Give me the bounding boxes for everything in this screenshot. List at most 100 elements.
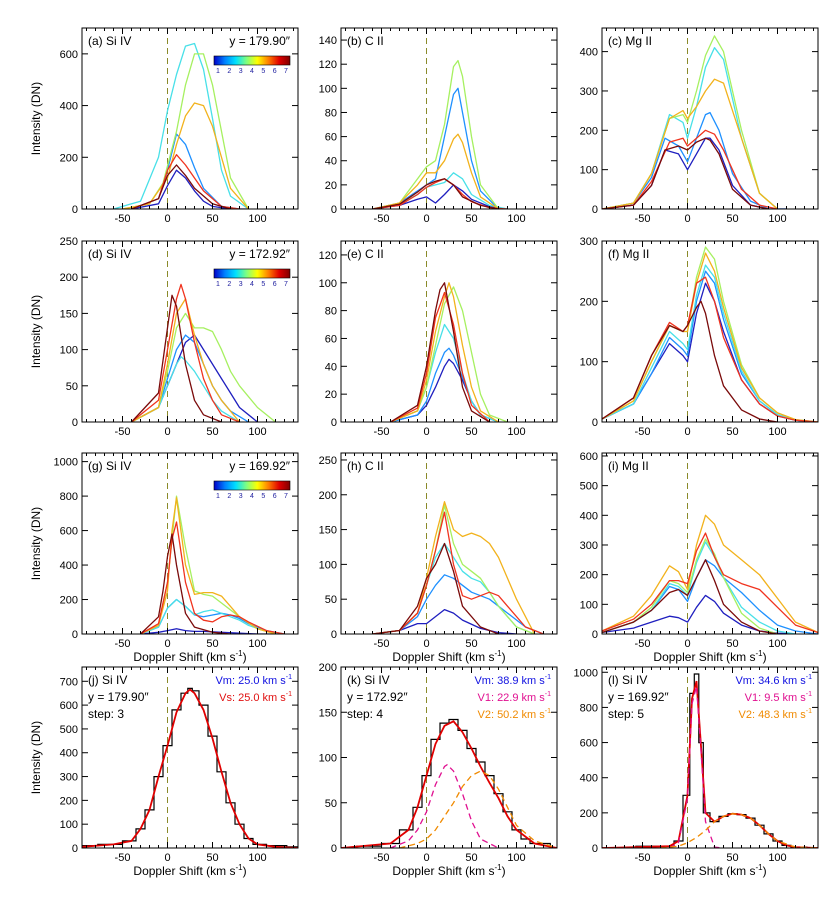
x-tick-label: -50: [115, 426, 131, 438]
colorbar-tick-label: 4: [250, 493, 254, 500]
x-tick-label: 100: [507, 638, 525, 650]
y-tick-label: 400: [60, 101, 78, 113]
series-step-5: [131, 298, 241, 422]
colorbar-tick-label: 6: [273, 281, 277, 288]
colorbar-tick-label: 3: [239, 281, 243, 288]
x-tick-label: 100: [248, 638, 266, 650]
plot-area: [372, 453, 544, 634]
plot-frame: [340, 240, 558, 423]
plot-area: [140, 453, 285, 634]
panel-title: (a) Si IV: [88, 34, 131, 48]
panel-title: (j) Si IV: [88, 673, 127, 687]
plot-frame: [81, 240, 299, 423]
colorbar-tick-label: 1: [216, 281, 220, 288]
series-step-7: [390, 282, 490, 422]
series-step-4: [602, 35, 778, 209]
fit-component-2: [399, 770, 557, 848]
series-step-3: [372, 172, 508, 209]
x-tick-label: -50: [115, 638, 131, 650]
colorbar-tick-label: 1: [216, 68, 220, 75]
colorbar-tick-label: 6: [273, 68, 277, 75]
plot-area: [602, 241, 818, 422]
y-tick-label: 100: [319, 278, 337, 290]
y-tick-label: 150: [60, 308, 78, 320]
y-tick-label: 100: [319, 83, 337, 95]
plot-frame: [81, 666, 299, 849]
series-step-3: [140, 598, 285, 634]
fit-velocity-label: Vs: 25.0 km s-1: [219, 691, 292, 704]
series-step-2: [390, 347, 499, 422]
x-tick-label: 0: [423, 638, 429, 650]
series-step-7: [602, 559, 778, 634]
y-tick-label: 0: [592, 629, 598, 641]
plot-frame: [601, 452, 819, 635]
colorbar-tick-label: 7: [284, 281, 288, 288]
y-tick-label: 50: [325, 594, 337, 606]
y-tick-label: 300: [60, 772, 78, 784]
y-tick-label: 400: [60, 560, 78, 572]
plot-frame: [601, 240, 819, 423]
panel-b: -50 0 50 100 0 20 40 60 80 100 120 140 (b) C II: [319, 27, 558, 225]
panel-h: -50 0 50 100 0 50 100 150 200 250 (h) C II Doppler …: [319, 452, 558, 664]
x-tick-label: -50: [635, 426, 651, 438]
y-tick-label: 20: [325, 389, 337, 401]
panel-title: (e) C II: [347, 247, 384, 261]
y-tick-label: 100: [60, 819, 78, 831]
y-tick-label: 200: [319, 662, 337, 674]
y-tick-label: 200: [60, 795, 78, 807]
series-step-3: [113, 42, 249, 209]
y-tick-label: 500: [60, 724, 78, 736]
colorbar-tick-label: 5: [261, 68, 265, 75]
panel-annotation: y = 179.90″: [229, 34, 290, 48]
series-step-7: [602, 300, 778, 422]
panel-title: (i) Mg II: [608, 459, 649, 473]
series-step-4: [372, 59, 500, 209]
x-tick-label: -50: [635, 852, 651, 864]
panel-title: (h) C II: [347, 459, 384, 473]
x-tick-label: 100: [248, 852, 266, 864]
panel-f: -50 0 50 100 0 100 200 300 (f) Mg II: [580, 236, 819, 438]
x-tick-label: -50: [374, 638, 390, 650]
y-tick-label: 0: [72, 417, 78, 429]
series-step-6: [131, 283, 240, 422]
fit-velocity-label: Vm: 34.6 km s-1: [735, 674, 812, 687]
plot-frame: [601, 666, 819, 849]
plot-frame: [340, 27, 558, 210]
panel-title: (k) Si IV: [347, 673, 390, 687]
y-tick-label: 150: [319, 707, 337, 719]
x-tick-label: 0: [684, 638, 690, 650]
x-tick-label: 50: [726, 852, 738, 864]
series-step-6: [602, 532, 818, 634]
x-tick-label: 100: [507, 213, 525, 225]
y-tick-label: 0: [331, 843, 337, 855]
panel-i: -50 0 50 100 0 100 200 300 400 500 600 (i) Mg II Dop…: [580, 451, 819, 664]
y-tick-label: 100: [580, 357, 598, 369]
panel-info: y = 169.92″: [608, 690, 669, 704]
series-step-7: [131, 164, 231, 209]
series-step-7: [372, 542, 499, 634]
y-tick-label: 200: [60, 272, 78, 284]
x-tick-label: 100: [507, 426, 525, 438]
y-tick-label: 1000: [574, 667, 598, 679]
y-tick-label: 50: [66, 381, 78, 393]
y-tick-label: 100: [60, 345, 78, 357]
x-tick-label: 50: [726, 213, 738, 225]
panel-j: -50 0 50 100 0 100 200 300 400 500 600 700 (j) Si IV…: [29, 666, 299, 878]
y-tick-label: 400: [580, 773, 598, 785]
panel-e: -50 0 50 100 0 20 40 60 80 100 120 (e) C II: [319, 240, 558, 438]
x-tick-label: 100: [768, 638, 786, 650]
x-tick-label: 100: [507, 852, 525, 864]
x-tick-label: -50: [374, 852, 390, 864]
x-tick-label: 50: [465, 638, 477, 650]
colorbar-tick-label: 4: [250, 281, 254, 288]
colorbar: [213, 55, 291, 66]
panel-annotation: y = 169.92″: [229, 459, 290, 473]
series-step-6: [602, 129, 778, 209]
observed-profile: [341, 718, 557, 848]
series-step-2: [131, 334, 249, 422]
panel-info: step: 3: [88, 707, 124, 721]
y-tick-label: 120: [319, 59, 337, 71]
y-tick-label: 600: [580, 738, 598, 750]
